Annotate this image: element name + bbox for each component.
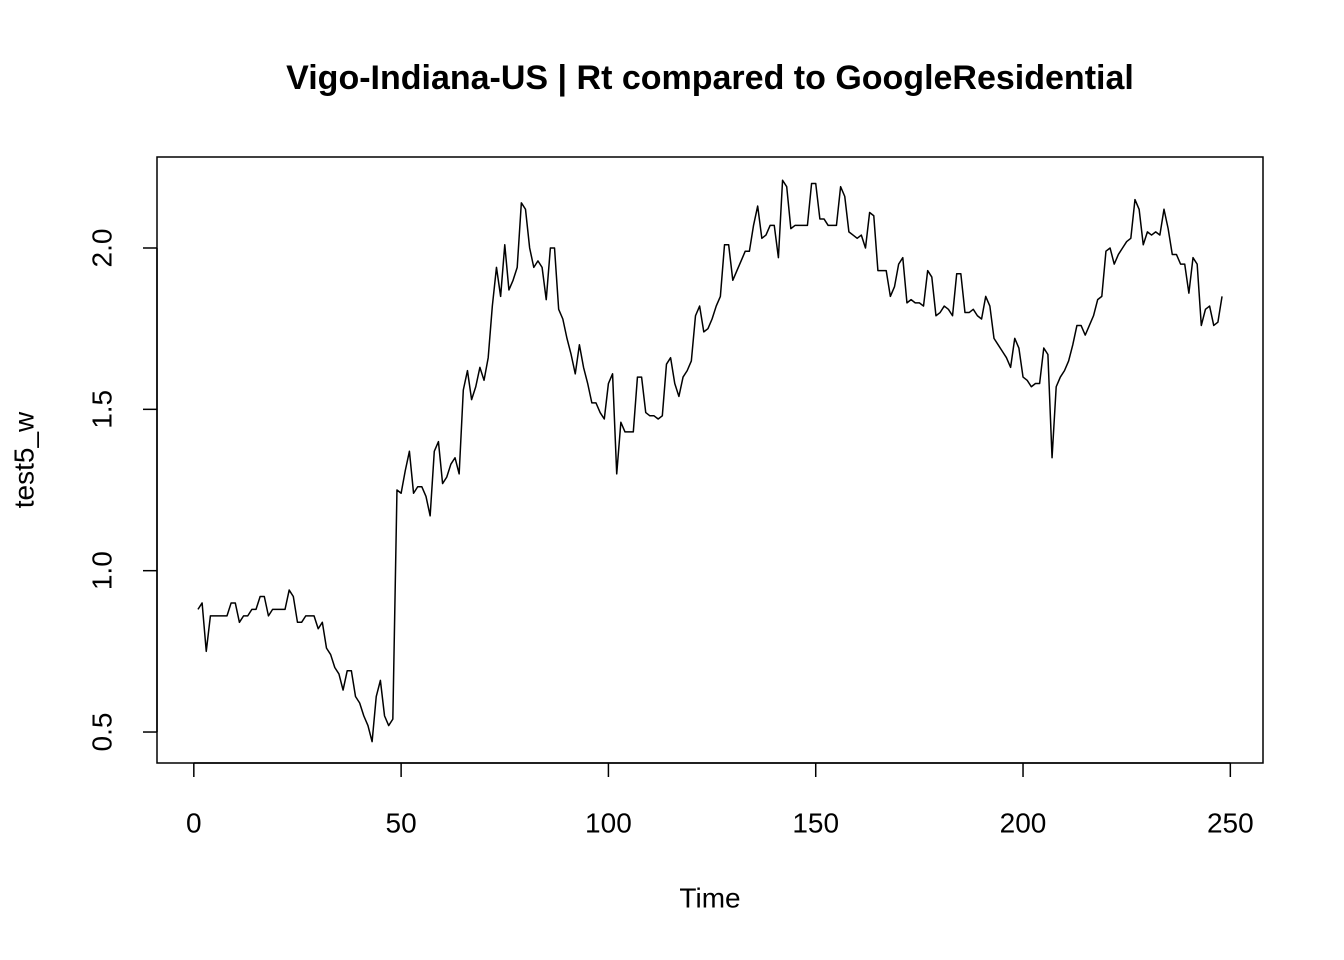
chart-title: Vigo-Indiana-US | Rt compared to GoogleR…	[286, 59, 1134, 97]
y-tick-label: 2.0	[86, 229, 117, 268]
y-axis-label: test5_w	[8, 411, 39, 508]
data-line	[197, 179, 1223, 743]
x-tick-label: 100	[585, 807, 632, 838]
y-tick-label: 0.5	[86, 713, 117, 752]
plot-frame	[156, 156, 1264, 764]
x-tick-label: 0	[186, 807, 202, 838]
y-tick-label: 1.5	[86, 390, 117, 429]
y-tick-label: 1.0	[86, 551, 117, 590]
x-axis-label: Time	[679, 882, 740, 913]
x-tick-label: 200	[1000, 807, 1047, 838]
x-tick-label: 50	[386, 807, 417, 838]
x-tick-label: 150	[792, 807, 839, 838]
x-tick-label: 250	[1207, 807, 1254, 838]
